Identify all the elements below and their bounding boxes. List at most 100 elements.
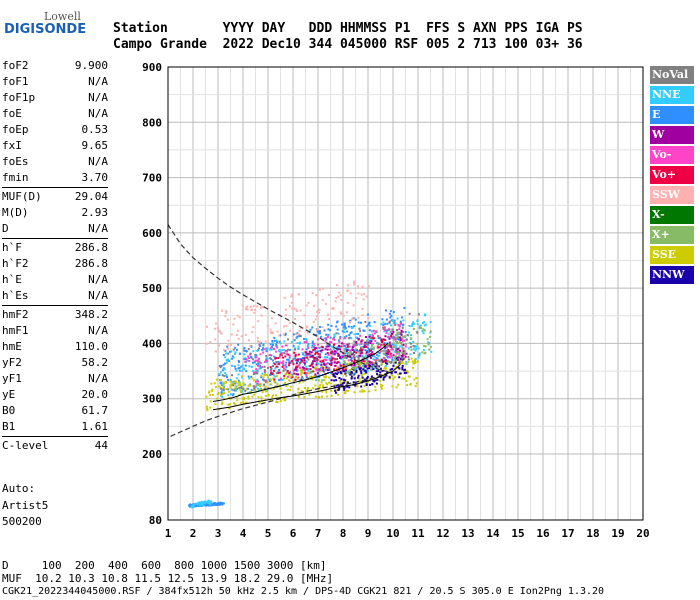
echo-point [333,361,336,364]
echo-point [259,362,262,365]
echo-point [206,409,209,412]
echo-point [403,372,406,375]
echo-point [406,371,409,374]
echo-point [342,342,345,345]
echo-point [388,343,391,346]
echo-point [297,373,300,376]
echo-point [392,311,395,314]
echo-point [256,340,259,343]
echo-point [349,345,352,348]
echo-point [384,349,387,352]
param-name: h`F2 [2,257,29,270]
echo-point [381,384,384,387]
echo-point [364,336,367,339]
echo-point [330,389,333,392]
echo-point [341,342,344,345]
echo-point [241,392,244,395]
echo-point [302,368,305,371]
echo-point [224,372,227,375]
echo-point [241,369,244,372]
echo-point [263,369,266,372]
echo-point [288,372,291,375]
echo-point [273,339,276,342]
echo-point [206,407,209,410]
echo-point [375,357,378,360]
param-separator [2,305,108,306]
param-row: yE 20.0 [2,387,108,403]
echo-point [397,338,400,341]
echo-point [331,371,334,374]
echo-point [253,371,256,374]
echo-point [355,363,358,366]
echo-point [319,368,322,371]
muf-line: MUF 10.2 10.3 10.8 11.5 12.5 13.9 18.2 2… [2,572,334,585]
echo-point [225,311,228,314]
echo-point [412,361,415,364]
echo-point [320,335,323,338]
echo-point [367,362,370,365]
param-value: N/A [88,107,108,120]
echo-point [220,394,223,397]
echo-point [350,327,353,330]
echo-point [320,395,323,398]
echo-point [388,376,391,379]
echo-point [371,355,374,358]
echo-point [318,332,321,335]
echo-point [417,313,420,316]
echo-point [233,387,236,390]
echo-point [395,350,398,353]
echo-point [315,294,318,297]
echo-point [333,384,336,387]
echo-point [317,389,320,392]
x-tick-label: 10 [386,527,399,540]
echo-point [253,379,256,382]
param-value: N/A [88,324,108,337]
echo-point [415,347,418,350]
echo-point [231,382,234,385]
echo-point [275,339,278,342]
echo-point [259,353,262,356]
param-row: B0 61.7 [2,403,108,419]
echo-point [308,365,311,368]
echo-point [307,301,310,304]
y-tick-label: 700 [142,172,162,185]
echo-point [317,338,320,341]
echo-point [382,378,385,381]
echo-point [335,351,338,354]
echo-point [226,345,229,348]
echo-point [361,376,364,379]
echo-point [373,332,376,335]
echo-point [402,319,405,322]
echo-point [384,339,387,342]
echo-point [361,348,364,351]
echo-point [352,355,355,358]
echo-point [275,343,278,346]
echo-point [376,378,379,381]
param-value: 9.65 [81,139,109,152]
echo-point [225,373,228,376]
echo-point [347,359,350,362]
echo-point [423,344,426,347]
echo-point [296,377,299,380]
echo-point [352,373,355,376]
echo-point [397,366,400,369]
echo-point [397,323,400,326]
echo-point [361,388,364,391]
echo-point [244,389,247,392]
echo-point [353,345,356,348]
echo-point [391,356,394,359]
echo-point [413,358,416,361]
echo-point [222,363,225,366]
echo-point [270,371,273,374]
echo-point [335,332,338,335]
echo-point [328,369,331,372]
echo-point [314,356,317,359]
echo-point [205,325,208,328]
echo-point [365,364,368,367]
echo-point [350,337,353,340]
echo-point [380,385,383,388]
echo-point [256,387,259,390]
echo-point [238,366,241,369]
echo-point [387,336,390,339]
echo-point [230,393,233,396]
